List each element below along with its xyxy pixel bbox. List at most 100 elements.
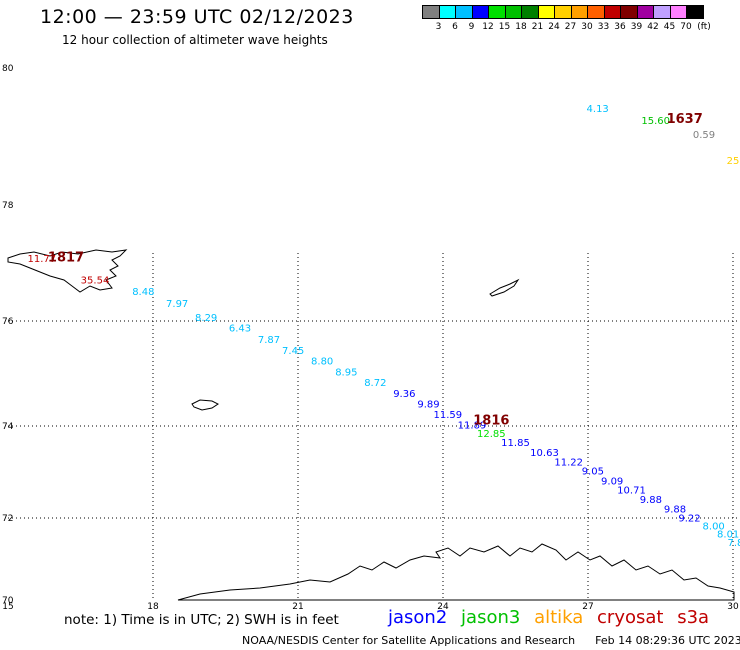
wave-height-label: 4.13 [587,104,609,115]
colorbar-swatch [537,5,555,19]
pass-time-label: 1816 [473,413,509,428]
colorbar-swatch [686,5,704,19]
colorbar-label: 3 [435,22,442,32]
colorbar-label: 36 [614,22,626,32]
colorbar-swatch [653,5,671,19]
colorbar-label: 21 [531,22,544,32]
lon-tick-label: 30 [727,602,739,612]
lon-tick-label: 15 [2,602,13,612]
wave-height-label: 9.89 [417,400,439,411]
colorbar-swatch [636,5,654,19]
colorbar-label: 18 [515,22,527,32]
footer: NOAA/NESDIS Center for Satellite Applica… [242,634,740,647]
wave-height-label: 9.88 [640,495,662,506]
wave-height-label: 11.89 [458,420,487,431]
hopen-coast [489,278,520,297]
wave-height-label: 10.71 [617,486,646,497]
wave-height-label: 11.22 [554,458,583,469]
legend-cryosat: cryosat [597,607,664,628]
colorbar-swatch [669,5,687,19]
lat-tick-label: 70 [2,596,14,606]
wave-height-label: 7.8 [727,538,740,549]
colorbar-unit: (ft) [697,22,711,32]
colorbar-swatch [504,5,522,19]
colorbar-label: 42 [647,22,659,32]
colorbar-label: 70 [680,22,692,32]
note-text: note: 1) Time is in UTC; 2) SWH is in fe… [64,612,339,628]
lon-tick-label: 24 [437,602,449,612]
colorbar-swatch [488,5,506,19]
lat-tick-label: 72 [2,514,13,524]
pass-time-label: 1637 [667,112,703,127]
colorbar-label: 9 [468,22,475,32]
colorbar-swatch [455,5,473,19]
wave-height-label: 25 [727,156,740,167]
wave-height-label: 12.85 [477,429,506,440]
colorbar [422,5,704,21]
colorbar-swatch [570,5,588,19]
colorbar-swatch [603,5,621,19]
colorbar-swatch [587,5,605,19]
norway-coast [177,543,735,601]
map-grid [8,253,738,600]
wave-height-label: 9.05 [582,466,604,477]
wave-height-label: 7.97 [166,299,188,310]
colorbar-label: 33 [597,22,610,32]
lon-tick-label: 27 [582,602,593,612]
pass-time-label: 1817 [48,250,84,265]
lon-tick-label: 21 [292,602,303,612]
pass-time-labels: 1637 1817 1816 [48,112,703,429]
wave-height-label: 8.80 [311,357,333,368]
lon-tick-label: 18 [147,602,159,612]
colorbar-label: 12 [482,22,494,32]
bjornoya-coast [191,399,219,411]
wave-height-label: 8.72 [364,378,386,389]
credit-text: NOAA/NESDIS Center for Satellite Applica… [242,634,576,647]
colorbar-swatch [521,5,539,19]
longitude-axis: 15 18 21 24 27 30 [2,602,739,612]
wave-height-label: 8.29 [195,313,217,324]
wave-height-label: 8.48 [132,287,154,298]
wave-height-label: 11.77 [28,254,57,265]
colorbar-swatch [620,5,638,19]
legend-s3a: s3a [677,607,710,628]
svalbard-coast [7,249,128,293]
wave-height-label: 11.59 [434,410,463,421]
colorbar-label: 39 [630,22,643,32]
wave-height-label: 9.09 [601,476,623,487]
colorbar-label: 24 [548,22,560,32]
page-subtitle: 12 hour collection of altimeter wave hei… [62,33,328,47]
wave-height-label: 7.45 [282,346,304,357]
wave-height-label: 6.43 [229,324,251,335]
wave-height-label: 15.60 [641,116,670,127]
lat-tick-label: 74 [2,422,14,432]
colorbar-label: 27 [564,22,577,32]
colorbar-label: 30 [581,22,593,32]
coastlines [7,249,735,601]
legend-altika: altika [534,607,584,628]
satellite-legend: jason2 jason3 altika cryosat s3a [388,607,709,628]
wave-height-label: 8.00 [703,521,725,532]
colorbar-swatch [554,5,572,19]
wave-height-label: 9.88 [664,504,686,515]
colorbar-label: 45 [663,22,676,32]
wave-height-label: 11.85 [501,438,530,449]
wave-height-label: 9.22 [678,513,700,524]
wave-height-observations: 4.13 15.60 0.59 25 11.77 35.54 8.48 7.97 8.29 6.4… [28,104,740,549]
legend-jason2: jason2 [388,607,448,628]
latitude-axis: 80 78 76 74 72 70 [2,64,14,606]
wave-height-label: 0.59 [693,130,715,141]
lat-tick-label: 76 [2,317,14,327]
wave-height-label: 35.54 [81,275,110,286]
lat-tick-label: 78 [2,201,14,211]
wave-height-label: 8.01 [717,530,739,541]
page-title: 12:00 — 23:59 UTC 02/12/2023 [40,6,354,28]
legend-jason3: jason3 [461,607,521,628]
lat-tick-label: 80 [2,64,14,74]
wave-height-label: 8.95 [335,368,357,379]
colorbar-label: 15 [498,22,511,32]
colorbar-swatch [422,5,440,19]
wave-height-label: 7.87 [258,335,280,346]
colorbar-label: 6 [452,22,458,32]
